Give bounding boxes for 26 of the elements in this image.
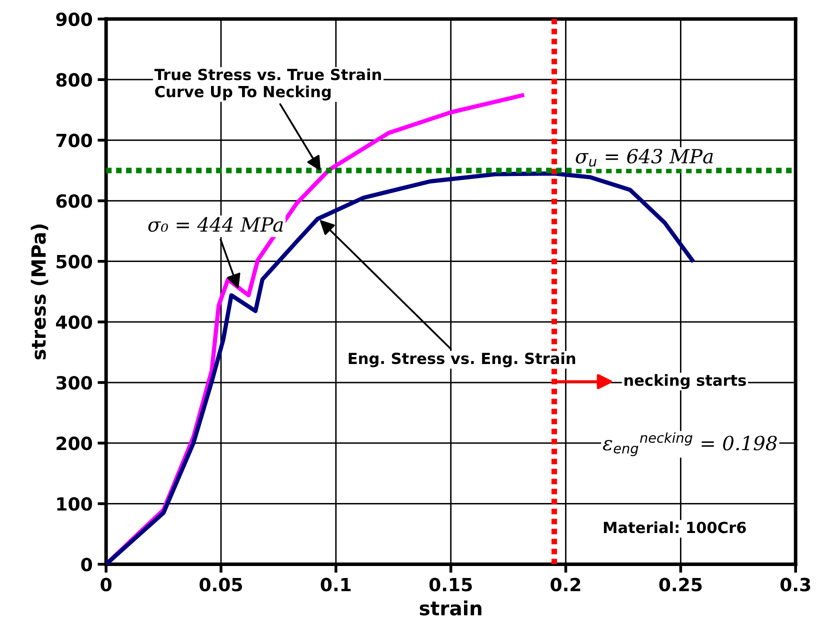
annotation: σ₀ = 444 MPa	[148, 217, 283, 232]
annotation: necking starts	[624, 374, 746, 390]
x-tick-label: 0.2	[550, 578, 580, 592]
y-tick-label: 0	[81, 558, 92, 572]
annotation: True Stress vs. True Strain Curve Up To Necking	[154, 68, 381, 100]
annotation: ε$_{eng}$$^{necking}$ = 0.198	[602, 432, 777, 456]
x-tick-label: 0.05	[200, 578, 242, 592]
annotation: Eng. Stress vs. Eng. Strain	[348, 352, 576, 368]
y-tick-label: 800	[56, 73, 92, 87]
y-tick-label: 600	[56, 194, 92, 208]
x-tick-label: 0.3	[780, 578, 810, 592]
x-tick-label: 0.15	[429, 578, 472, 592]
y-tick-label: 900	[56, 12, 92, 26]
annotation: σ$_{u}$ = 643 MPa	[576, 148, 713, 167]
y-tick-label: 700	[56, 134, 92, 148]
annotation: Material: 100Cr6	[604, 521, 746, 534]
y-tick-label: 400	[56, 315, 92, 330]
y-tick-label: 200	[56, 436, 92, 450]
x-tick-label: 0	[100, 578, 112, 592]
y-tick-label: 100	[57, 497, 92, 511]
y-tick-label: 500	[56, 254, 92, 268]
x-tick-label: 0.1	[320, 578, 351, 592]
y-tick-label: 300	[56, 376, 92, 390]
x-axis-title: strain	[420, 600, 482, 616]
y-axis-title: stress (MPa)	[30, 224, 48, 360]
x-tick-label: 0.25	[659, 578, 702, 592]
